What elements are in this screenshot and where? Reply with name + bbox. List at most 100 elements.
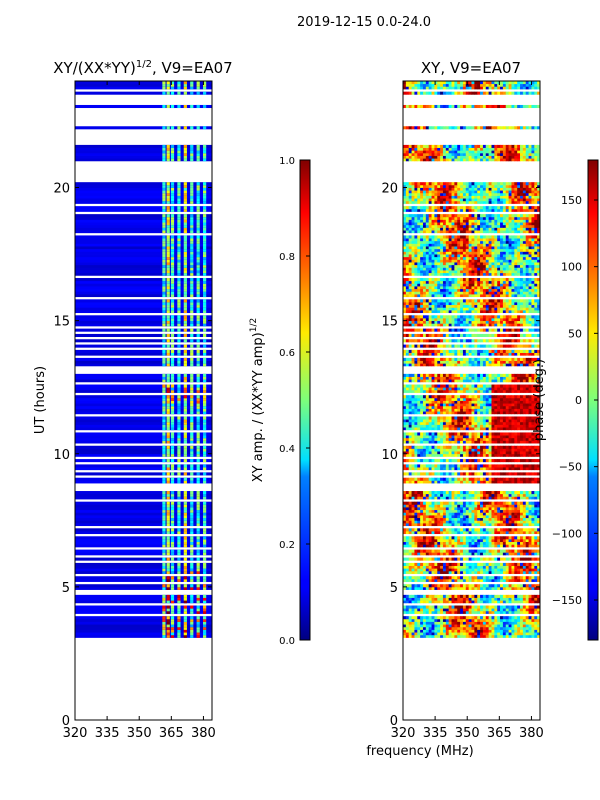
phase-cell (408, 493, 412, 497)
amp-cell (196, 565, 200, 569)
phase-cell (462, 512, 467, 516)
phase-cell (471, 544, 475, 548)
phase-cell (408, 464, 412, 468)
amp-cell (170, 376, 175, 380)
phase-cell (505, 632, 510, 636)
phase-cell (514, 629, 518, 633)
phase-cell (431, 544, 435, 548)
phase-cell (525, 493, 529, 497)
colorbar-tick-label: 1.0 (279, 156, 295, 167)
phase-cell (420, 522, 424, 527)
phase-cell (434, 618, 438, 622)
amp-cell (196, 187, 200, 191)
amp-cell (170, 254, 175, 258)
amp-cell (170, 320, 175, 324)
phase-cell (525, 477, 529, 481)
phase-cell (517, 509, 521, 513)
phase-cell (425, 632, 430, 636)
amp-cell (170, 594, 175, 598)
phase-cell (465, 509, 470, 513)
phase-cell (474, 600, 478, 604)
amp-row (75, 400, 212, 404)
phase-cell (531, 389, 535, 393)
phase-cell (440, 384, 444, 388)
amp-cell (162, 184, 166, 188)
phase-cell (451, 379, 455, 383)
phase-cell (405, 541, 410, 545)
amp-cell (203, 309, 207, 314)
phase-cell (448, 395, 452, 399)
amp-cell (196, 323, 200, 327)
amp-cell (190, 360, 194, 364)
amp-cell (196, 190, 200, 194)
phase-cell (425, 397, 430, 401)
amp-cell (170, 440, 175, 444)
phase-cell (457, 504, 461, 508)
phase-cell (465, 557, 470, 561)
phase-cell (488, 517, 492, 521)
phase-cell (477, 416, 481, 420)
phase-cell (480, 632, 484, 636)
amp-cell (190, 624, 194, 628)
phase-cell (485, 605, 490, 609)
phase-cell (460, 440, 464, 444)
amp-cell (166, 246, 170, 250)
amp-row (75, 187, 212, 191)
amp-cell (196, 501, 200, 505)
phase-cell (480, 514, 484, 519)
phase-cell (494, 568, 498, 572)
phase-cell (448, 605, 452, 609)
phase-cell (471, 376, 475, 380)
phase-cell (465, 536, 470, 540)
phase-cell (440, 618, 444, 622)
phase-cell (511, 610, 515, 614)
phase-cell (460, 626, 464, 630)
phase-cell (431, 610, 435, 614)
phase-cell (525, 626, 529, 630)
phase-cell (431, 626, 435, 630)
amp-cell (203, 586, 207, 590)
phase-cell (520, 400, 524, 404)
phase-cell (417, 424, 421, 428)
phase-cell (420, 624, 424, 628)
phase-cell (514, 440, 518, 444)
phase-cell (414, 576, 418, 580)
phase-cell (417, 445, 421, 449)
phase-cell (471, 538, 475, 543)
amp-cell (196, 246, 200, 250)
phase-cell (468, 576, 472, 580)
amp-cell (183, 86, 187, 90)
amp-cell (196, 594, 200, 598)
phase-cell (505, 448, 510, 452)
amp-cell (177, 360, 181, 364)
amp-cell (162, 291, 166, 295)
amp-cell (183, 634, 187, 638)
amp-row (75, 618, 212, 622)
phase-cell (514, 594, 518, 598)
phase-cell (491, 632, 495, 636)
amp-cell (177, 408, 181, 412)
amp-cell (196, 264, 200, 268)
amp-row (75, 144, 212, 148)
phase-cell (525, 530, 529, 535)
amp-cell (190, 272, 194, 276)
phase-cell (403, 453, 407, 457)
amp-cell (203, 400, 207, 404)
phase-cell (480, 634, 484, 638)
phase-cell (517, 480, 521, 484)
phase-cell (474, 616, 478, 620)
phase-cell (522, 363, 527, 367)
phase-cell (405, 520, 410, 524)
phase-cell (494, 411, 498, 415)
phase-cell (403, 509, 407, 513)
amp-cell (203, 373, 207, 377)
phase-cell (451, 493, 455, 497)
phase-cell (471, 626, 475, 630)
amp-cell (162, 379, 166, 383)
amp-cell (162, 528, 166, 532)
phase-cell (442, 467, 447, 471)
phase-cell (537, 541, 540, 545)
phase-cell (425, 437, 430, 441)
phase-cell (522, 389, 527, 393)
amp-cell (166, 384, 170, 388)
